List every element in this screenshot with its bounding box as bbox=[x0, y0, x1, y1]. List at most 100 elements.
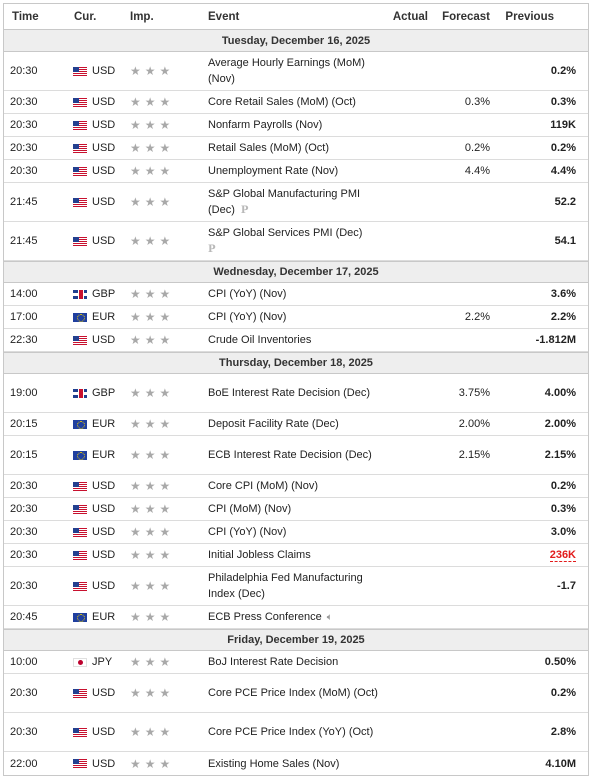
event-row[interactable]: 19:00 GBP ★ ★ ★ BoE Interest Rate Decision (D… bbox=[4, 374, 588, 413]
flag-us-icon bbox=[73, 97, 87, 107]
event-row[interactable]: 20:30 USD ★ ★ ★ Nonfarm Payrolls (Nov) 119K bbox=[4, 114, 588, 137]
event-previous: 0.3% bbox=[490, 503, 588, 515]
event-name[interactable]: Core Retail Sales (MoM) (Oct) bbox=[208, 94, 382, 110]
event-name[interactable]: CPI (YoY) (Nov) bbox=[208, 309, 382, 325]
star-icon: ★ bbox=[130, 479, 141, 493]
event-name-text[interactable]: Philadelphia Fed Manufacturing Index (De… bbox=[208, 572, 363, 600]
event-row[interactable]: 20:30 USD ★ ★ ★ CPI (MoM) (Nov) 0.3% bbox=[4, 498, 588, 521]
star-icon: ★ bbox=[130, 64, 141, 78]
event-name-text[interactable]: CPI (YoY) (Nov) bbox=[208, 311, 287, 323]
event-name[interactable]: ECB Interest Rate Decision (Dec) bbox=[208, 447, 382, 463]
header-time[interactable]: Time bbox=[12, 10, 39, 23]
event-row[interactable]: 20:30 USD ★ ★ ★ CPI (YoY) (Nov) 3.0% bbox=[4, 521, 588, 544]
event-row[interactable]: 21:45 USD ★ ★ ★ S&P Global Services PMI (Dec)… bbox=[4, 222, 588, 261]
previous-value: 0.2% bbox=[550, 687, 576, 699]
event-row[interactable]: 20:30 USD ★ ★ ★ Retail Sales (MoM) (Oct) 0.2% 0… bbox=[4, 137, 588, 160]
event-name[interactable]: Nonfarm Payrolls (Nov) bbox=[208, 117, 382, 133]
event-name[interactable]: BoJ Interest Rate Decision bbox=[208, 654, 382, 670]
event-row[interactable]: 20:30 USD ★ ★ ★ Unemployment Rate (Nov) 4.4% 4.… bbox=[4, 160, 588, 183]
event-name[interactable]: Core CPI (MoM) (Nov) bbox=[208, 478, 382, 494]
event-name[interactable]: Core PCE Price Index (MoM) (Oct) bbox=[208, 685, 382, 701]
event-name[interactable]: Core PCE Price Index (YoY) (Oct) bbox=[208, 724, 382, 740]
event-name-text[interactable]: Initial Jobless Claims bbox=[208, 549, 311, 561]
event-row[interactable]: 20:30 USD ★ ★ ★ Core PCE Price Index (MoM) (O… bbox=[4, 674, 588, 713]
event-row[interactable]: 20:30 USD ★ ★ ★ Philadelphia Fed Manufacturin… bbox=[4, 567, 588, 606]
event-name-text[interactable]: Unemployment Rate (Nov) bbox=[208, 165, 339, 177]
event-row[interactable]: 20:30 USD ★ ★ ★ Average Hourly Earnings (MoM)… bbox=[4, 52, 588, 91]
event-row[interactable]: 20:15 EUR ★ ★ ★ Deposit Facility Rate (Dec) 2.… bbox=[4, 413, 588, 436]
event-name[interactable]: S&P Global Services PMI (Dec) P bbox=[208, 225, 382, 258]
event-name[interactable]: CPI (MoM) (Nov) bbox=[208, 501, 382, 517]
event-name[interactable]: Existing Home Sales (Nov) bbox=[208, 756, 382, 772]
event-row[interactable]: 20:45 EUR ★ ★ ★ ECB Press Conference 🔈︎ bbox=[4, 606, 588, 629]
event-name-text[interactable]: Nonfarm Payrolls (Nov) bbox=[208, 119, 323, 131]
event-name-text[interactable]: Retail Sales (MoM) (Oct) bbox=[208, 142, 330, 154]
importance-stars: ★ ★ ★ bbox=[130, 196, 208, 208]
event-row[interactable]: 21:45 USD ★ ★ ★ S&P Global Manufacturing PMI … bbox=[4, 183, 588, 222]
event-name-text[interactable]: BoE Interest Rate Decision (Dec) bbox=[208, 387, 371, 399]
header-previous[interactable]: Previous bbox=[505, 10, 554, 23]
event-row[interactable]: 22:00 USD ★ ★ ★ Existing Home Sales (Nov) 4.10… bbox=[4, 752, 588, 775]
header-importance[interactable]: Imp. bbox=[130, 10, 154, 23]
event-row[interactable]: 10:00 JPY ★ ★ ★ BoJ Interest Rate Decision 0.5… bbox=[4, 651, 588, 674]
event-name[interactable]: Philadelphia Fed Manufacturing Index (De… bbox=[208, 570, 382, 602]
event-name[interactable]: CPI (YoY) (Nov) bbox=[208, 286, 382, 302]
event-currency: USD bbox=[70, 580, 130, 592]
event-name[interactable]: BoE Interest Rate Decision (Dec) bbox=[208, 385, 382, 401]
importance-stars: ★ ★ ★ bbox=[130, 758, 208, 770]
event-name-text[interactable]: S&P Global Manufacturing PMI (Dec) bbox=[208, 187, 361, 216]
event-row[interactable]: 20:30 USD ★ ★ ★ Core Retail Sales (MoM) (Oct)… bbox=[4, 91, 588, 114]
flag-us-icon bbox=[73, 688, 87, 698]
event-name-text[interactable]: Existing Home Sales (Nov) bbox=[208, 757, 340, 770]
flag-us-icon bbox=[73, 527, 87, 537]
event-name-text[interactable]: ECB Interest Rate Decision (Dec) bbox=[208, 449, 372, 461]
event-name[interactable]: S&P Global Manufacturing PMI (Dec) P bbox=[208, 186, 382, 219]
event-forecast: 0.3% bbox=[464, 96, 490, 108]
event-name-text[interactable]: Crude Oil Inventories bbox=[208, 334, 312, 346]
header-event[interactable]: Event bbox=[208, 10, 240, 23]
event-time: 20:30 bbox=[10, 96, 38, 108]
event-currency: USD bbox=[70, 503, 130, 515]
economic-calendar: Time Cur. Imp. Event Actual Forecast Pre… bbox=[3, 3, 589, 776]
event-currency: EUR bbox=[70, 449, 130, 461]
header-forecast[interactable]: Forecast bbox=[442, 10, 490, 23]
event-name-text[interactable]: Core CPI (MoM) (Nov) bbox=[208, 480, 319, 492]
event-row[interactable]: 17:00 EUR ★ ★ ★ CPI (YoY) (Nov) 2.2% 2.2% bbox=[4, 306, 588, 329]
event-name-text[interactable]: BoJ Interest Rate Decision bbox=[208, 656, 339, 668]
previous-value[interactable]: 236K bbox=[549, 549, 576, 562]
event-row[interactable]: 20:30 USD ★ ★ ★ Core PCE Price Index (YoY) (O… bbox=[4, 713, 588, 752]
event-currency: USD bbox=[70, 196, 130, 208]
event-name-text[interactable]: Core Retail Sales (MoM) (Oct) bbox=[208, 96, 356, 108]
event-row[interactable]: 14:00 GBP ★ ★ ★ CPI (YoY) (Nov) 3.6% bbox=[4, 283, 588, 306]
event-name-text[interactable]: Core PCE Price Index (MoM) (Oct) bbox=[208, 687, 378, 699]
event-row[interactable]: 22:30 USD ★ ★ ★ Crude Oil Inventories -1.812M bbox=[4, 329, 588, 352]
event-name[interactable]: ECB Press Conference 🔈︎ bbox=[208, 609, 382, 626]
event-name-text[interactable]: Average Hourly Earnings (MoM) (Nov) bbox=[208, 57, 365, 85]
star-icon: ★ bbox=[144, 548, 156, 562]
event-row[interactable]: 20:15 EUR ★ ★ ★ ECB Interest Rate Decision (D… bbox=[4, 436, 588, 475]
event-name-text[interactable]: CPI (YoY) (Nov) bbox=[208, 288, 287, 300]
importance-stars: ★ ★ ★ bbox=[130, 526, 208, 538]
header-actual[interactable]: Actual bbox=[392, 10, 428, 23]
previous-value: 0.2% bbox=[550, 142, 576, 154]
previous-value: 0.2% bbox=[550, 480, 576, 492]
event-row[interactable]: 20:30 USD ★ ★ ★ Core CPI (MoM) (Nov) 0.2% bbox=[4, 475, 588, 498]
event-name[interactable]: Deposit Facility Rate (Dec) bbox=[208, 416, 382, 432]
event-name[interactable]: Retail Sales (MoM) (Oct) bbox=[208, 140, 382, 156]
event-name[interactable]: Initial Jobless Claims bbox=[208, 547, 382, 563]
event-name[interactable]: Unemployment Rate (Nov) bbox=[208, 163, 382, 179]
header-currency[interactable]: Cur. bbox=[74, 10, 97, 23]
event-name[interactable]: Average Hourly Earnings (MoM) (Nov) bbox=[208, 55, 382, 87]
event-name[interactable]: Crude Oil Inventories bbox=[208, 332, 382, 348]
event-name-text[interactable]: Deposit Facility Rate (Dec) bbox=[208, 418, 339, 430]
event-previous: -1.7 bbox=[490, 580, 588, 592]
event-name-text[interactable]: ECB Press Conference bbox=[208, 610, 322, 623]
event-row[interactable]: 20:30 USD ★ ★ ★ Initial Jobless Claims 236K bbox=[4, 544, 588, 567]
event-previous: 54.1 bbox=[490, 235, 588, 247]
currency-code: USD bbox=[92, 196, 116, 208]
event-name-text[interactable]: S&P Global Services PMI (Dec) bbox=[208, 226, 363, 239]
event-name[interactable]: CPI (YoY) (Nov) bbox=[208, 524, 382, 540]
event-name-text[interactable]: CPI (YoY) (Nov) bbox=[208, 526, 287, 538]
event-name-text[interactable]: CPI (MoM) (Nov) bbox=[208, 503, 292, 515]
event-name-text[interactable]: Core PCE Price Index (YoY) (Oct) bbox=[208, 726, 374, 738]
